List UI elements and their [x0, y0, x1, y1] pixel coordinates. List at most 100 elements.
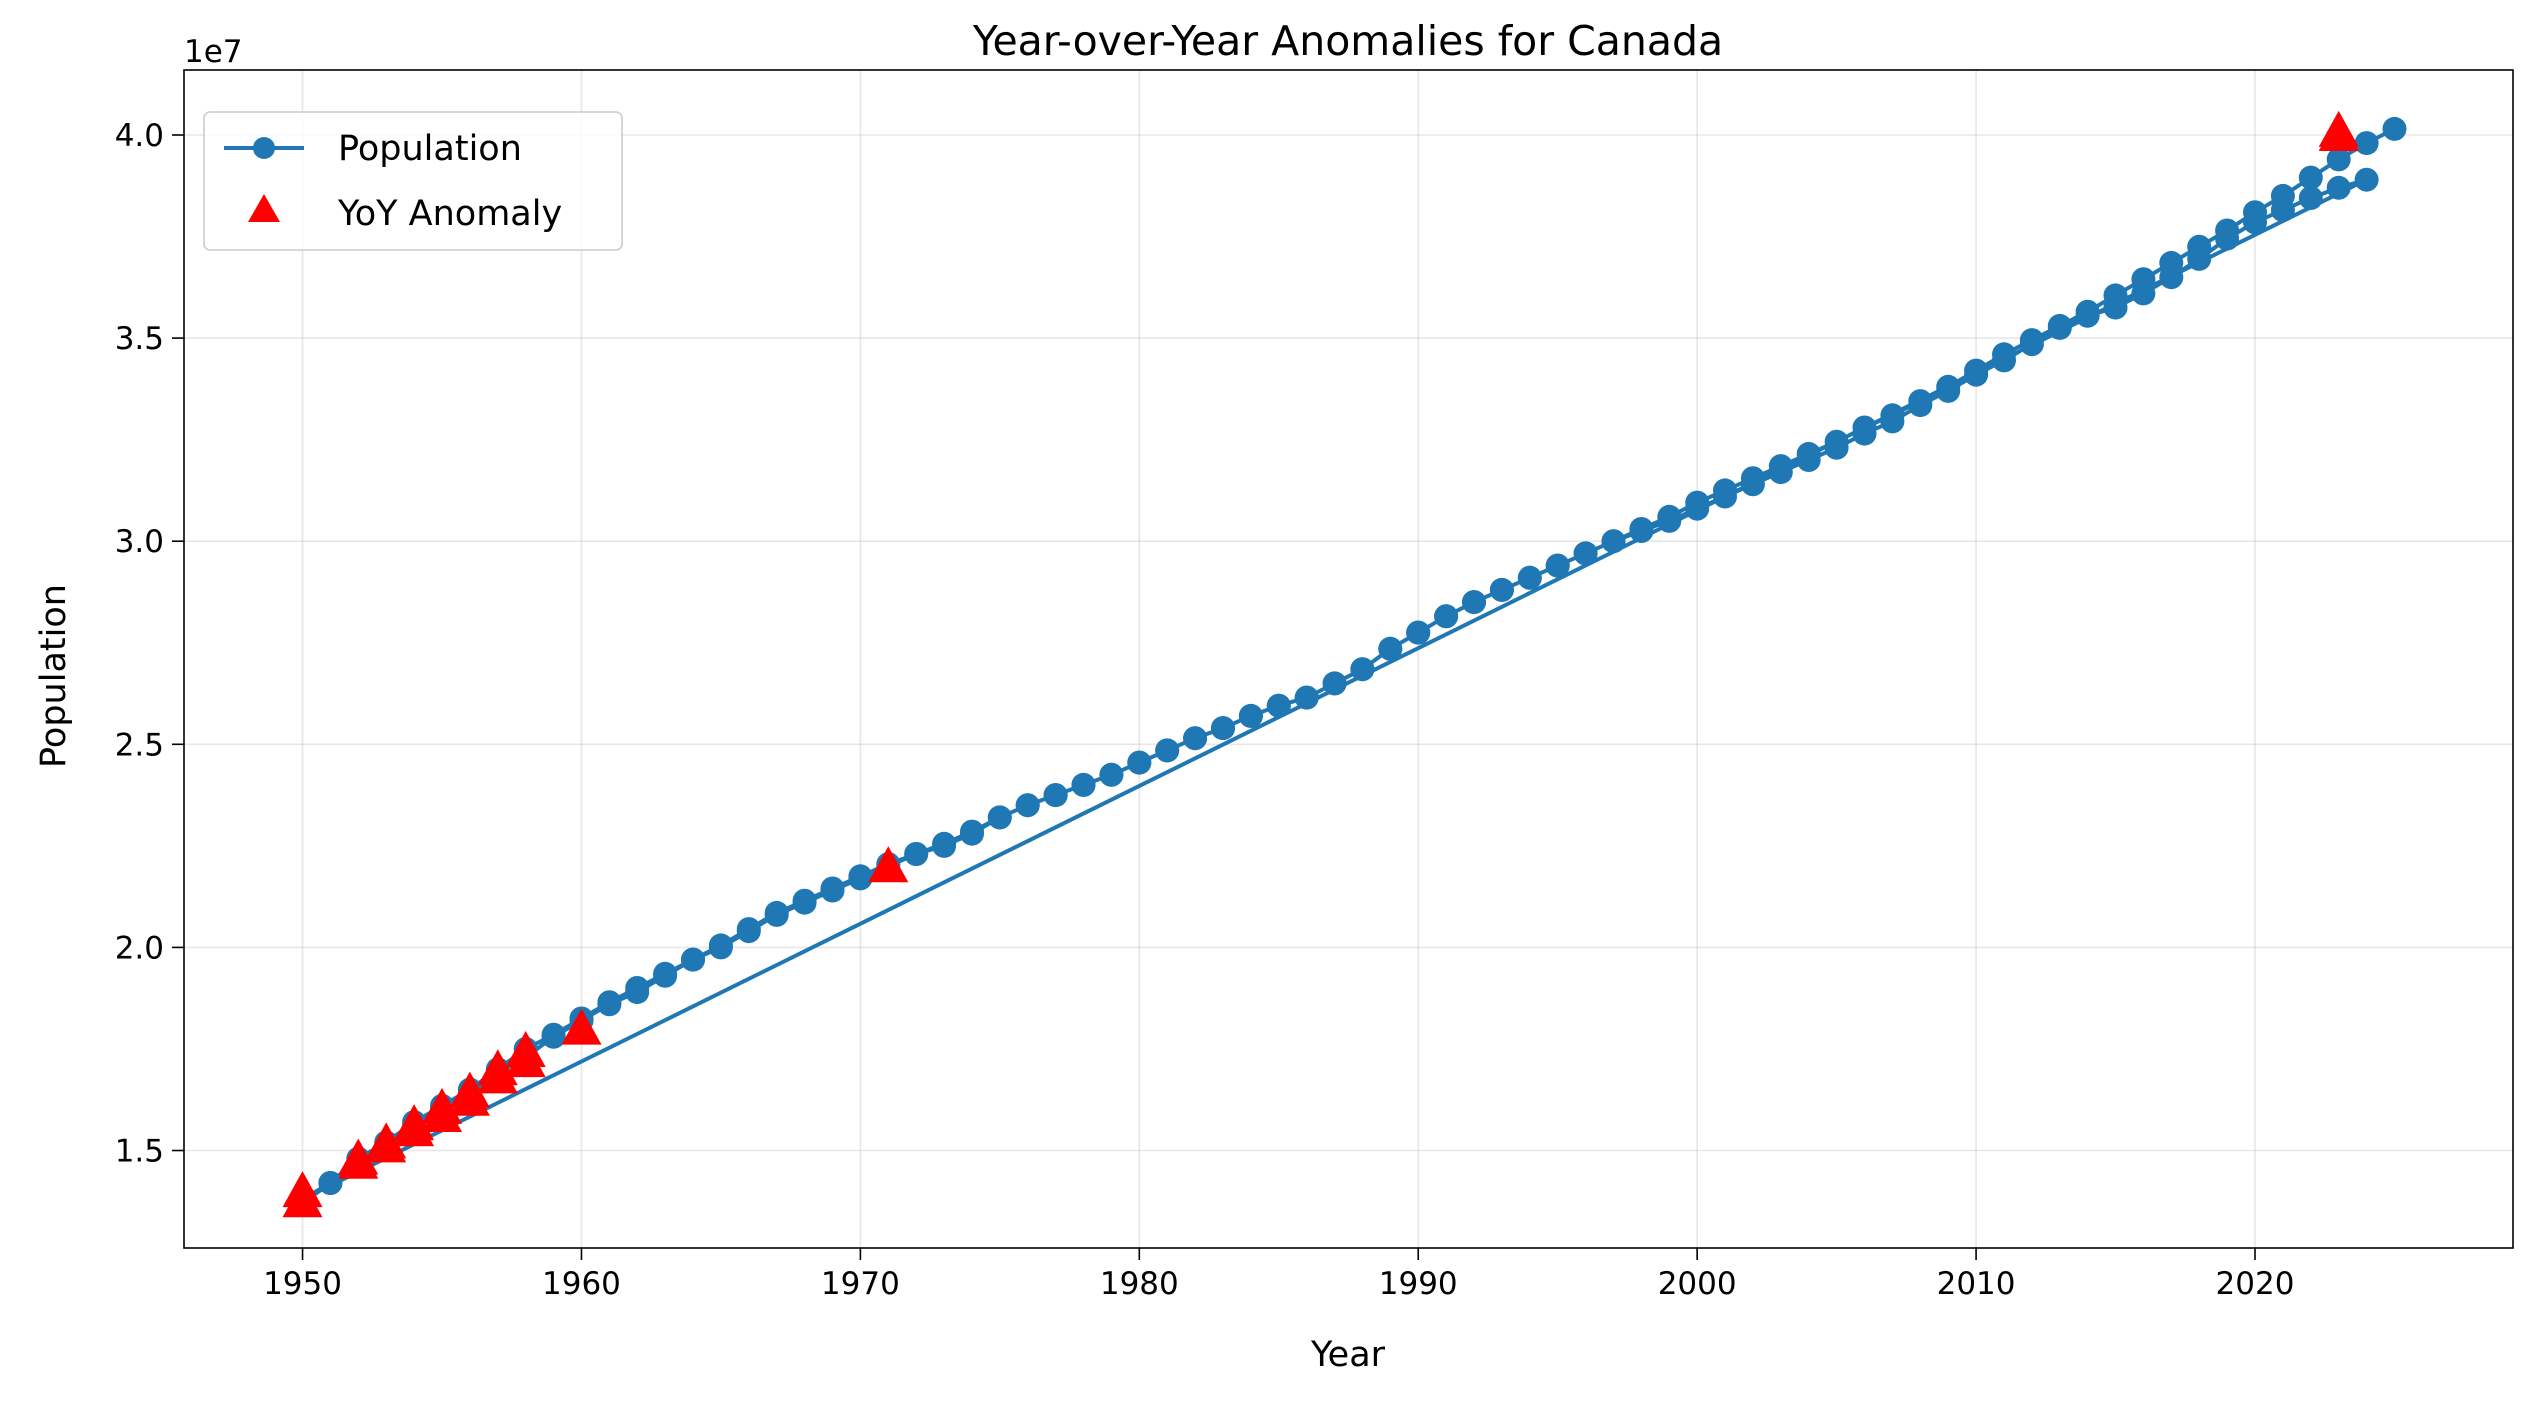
- population-point: [1768, 454, 1793, 479]
- population-point: [2215, 218, 2240, 243]
- x-tick-label: 1980: [1100, 1266, 1179, 1302]
- legend-population-label: Population: [338, 129, 522, 169]
- population-point: [1127, 750, 1152, 775]
- y-axis-label: Population: [34, 584, 74, 768]
- x-tick-label: 2000: [1658, 1266, 1737, 1302]
- population-point: [1657, 504, 1682, 529]
- population-point: [1908, 389, 1933, 414]
- y-tick-label: 3.0: [115, 524, 164, 560]
- population-point: [2354, 131, 2379, 156]
- population-point: [597, 990, 622, 1015]
- population-point: [1211, 716, 1235, 741]
- population-point: [1015, 793, 1040, 818]
- anomaly-point: [366, 1122, 407, 1159]
- population-point: [2382, 116, 2407, 141]
- population-point: [2131, 267, 2156, 292]
- anomaly-point: [282, 1171, 323, 1208]
- population-point: [932, 831, 957, 856]
- anomaly-point: [2318, 110, 2359, 147]
- population-point: [2326, 147, 2351, 172]
- population-point: [1489, 577, 1514, 602]
- anomaly-point: [561, 1008, 602, 1045]
- anomaly-point: [868, 846, 909, 883]
- population-point: [1936, 374, 1961, 399]
- x-tick-label: 2020: [2216, 1266, 2295, 1302]
- population-point: [1573, 541, 1598, 566]
- population-point: [1964, 358, 1989, 383]
- population-point: [1238, 703, 1263, 728]
- population-point: [541, 1022, 566, 1047]
- population-point: [1406, 620, 1431, 645]
- legend: Population YoY Anomaly: [203, 111, 623, 251]
- legend-box: [203, 111, 623, 251]
- axes-frame: [183, 69, 2514, 1249]
- population-point: [1601, 529, 1626, 554]
- population-point: [2243, 200, 2267, 225]
- anomaly-series: [282, 110, 2359, 1218]
- population-point: [2326, 175, 2351, 200]
- population-point: [1713, 478, 1737, 503]
- y-axis-ticks: 1.5 2.0 2.5 3.0 3.5 4.0: [115, 118, 184, 1170]
- population-point: [960, 819, 984, 844]
- population-point: [1155, 738, 1180, 763]
- population-point: [318, 1171, 343, 1195]
- grid: [184, 70, 2513, 1248]
- population-point: [2047, 313, 2072, 338]
- x-axis-ticks: 1950 1960 1970 1980 1990 2000 2010 2020: [263, 1248, 2294, 1302]
- population-point: [681, 947, 705, 972]
- population-point: [1824, 429, 1849, 454]
- y-axis-offset-label: 1e7: [184, 34, 243, 70]
- population-point: [1071, 772, 1096, 797]
- population-point: [2159, 250, 2184, 275]
- x-tick-label: 1960: [542, 1266, 621, 1302]
- population-point: [736, 917, 761, 942]
- population-point: [1350, 657, 1375, 682]
- x-tick-label: 1970: [821, 1266, 900, 1302]
- population-point: [1322, 671, 1347, 696]
- y-tick-label: 3.5: [115, 321, 164, 357]
- population-point: [2298, 165, 2323, 190]
- anomaly-point: [338, 1138, 379, 1175]
- x-tick-label: 1950: [263, 1266, 342, 1302]
- x-axis-label: Year: [1310, 1335, 1386, 1375]
- population-point: [1880, 403, 1905, 428]
- population-point: [848, 864, 873, 889]
- population-point: [653, 961, 678, 986]
- population-point: [792, 888, 817, 913]
- population-point: [1183, 726, 1208, 751]
- population-point: [1685, 490, 1710, 515]
- population-point: [1629, 517, 1654, 541]
- population-point: [1517, 565, 1542, 590]
- legend-anomaly-marker: [248, 194, 280, 222]
- population-point: [1462, 590, 1486, 615]
- population-point: [820, 876, 845, 901]
- population-point: [625, 976, 650, 1000]
- y-tick-label: 2.0: [115, 930, 164, 966]
- anomaly-point: [449, 1071, 490, 1108]
- population-point: [764, 900, 789, 925]
- population-point: [1378, 636, 1403, 661]
- chart-title: Year-over-Year Anomalies for Canada: [972, 17, 1723, 65]
- population-point: [2354, 167, 2379, 192]
- anomaly-point: [505, 1031, 546, 1067]
- legend-anomaly-label: YoY Anomaly: [337, 194, 562, 234]
- population-point: [2298, 186, 2323, 210]
- population-point: [1099, 762, 1124, 787]
- population-point: [1852, 415, 1877, 440]
- y-tick-label: 4.0: [115, 118, 164, 154]
- legend-population-marker: [253, 137, 275, 159]
- population-point: [2270, 183, 2295, 208]
- y-tick-label: 2.5: [115, 727, 164, 763]
- population-point: [1545, 553, 1570, 578]
- population-point: [1434, 604, 1459, 629]
- population-point: [708, 933, 733, 958]
- population-point: [2103, 283, 2128, 308]
- population-point: [1992, 342, 2016, 367]
- population-point: [1294, 685, 1319, 710]
- population-point: [2019, 328, 2044, 353]
- population-point: [1043, 783, 1068, 808]
- x-tick-label: 1990: [1379, 1266, 1458, 1302]
- population-point: [1740, 466, 1765, 491]
- population-point: [1796, 441, 1821, 466]
